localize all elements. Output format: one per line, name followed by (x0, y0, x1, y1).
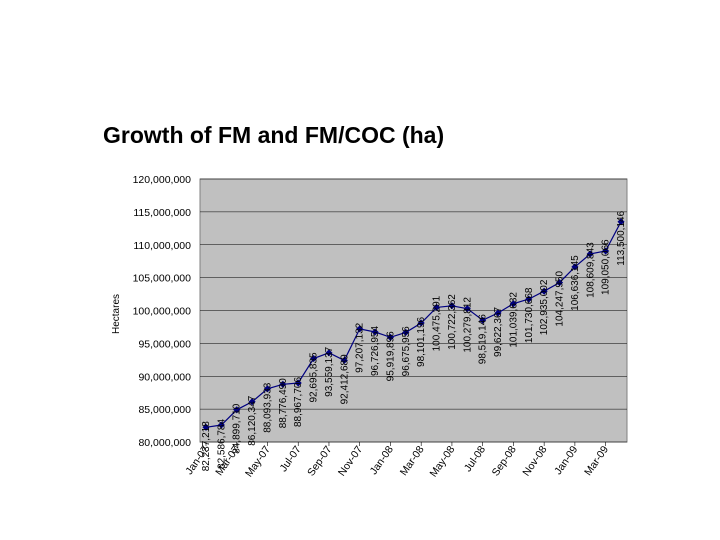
y-tick-label: 105,000,000 (133, 273, 192, 285)
data-point (202, 423, 210, 431)
y-tick-label: 90,000,000 (138, 371, 191, 383)
y-axis-label: Hectares (111, 294, 122, 334)
data-label: 98,519,146 (478, 314, 489, 364)
data-label: 100,722,362 (447, 294, 458, 350)
data-point (217, 421, 225, 429)
data-label: 96,675,956 (401, 326, 412, 376)
data-point (294, 379, 302, 387)
data-label: 108,609,843 (585, 242, 596, 298)
data-label: 88,776,490 (278, 378, 289, 428)
data-point (417, 319, 425, 327)
data-label: 92,695,835 (309, 352, 320, 402)
data-point (340, 356, 348, 364)
x-tick-label: Mar-09 (582, 444, 611, 478)
y-tick-label: 80,000,000 (138, 437, 191, 449)
data-point (463, 305, 471, 313)
data-label: 101,730,668 (524, 287, 535, 343)
x-tick-label: Nov-08 (520, 444, 549, 479)
y-tick-label: 85,000,000 (138, 404, 191, 416)
data-label: 101,039,632 (508, 292, 519, 348)
data-point (263, 385, 272, 393)
y-tick-label: 110,000,000 (133, 240, 191, 252)
y-axis-ticks: 80,000,000 85,000,000 90,000,000 95,000,000… (133, 174, 192, 449)
data-points (202, 218, 625, 431)
x-axis-ticks: Jan-07 Mar-07 May-07 Jul-07 Sep-07 Nov-07 Jan-… (183, 442, 611, 479)
data-point (356, 325, 364, 333)
data-label: 93,559,137 (324, 346, 335, 396)
data-point (555, 279, 564, 287)
data-label: 106,636,145 (570, 255, 581, 311)
data-label: 100,475,291 (432, 295, 443, 351)
data-point (525, 295, 533, 303)
data-label: 82,586,784 (216, 419, 227, 469)
data-label: 99,622,367 (493, 306, 504, 356)
data-point (279, 380, 287, 388)
data-labels: 82,237,218 82,586,784 84,899,710 86,120,347… (201, 210, 627, 471)
slide-title: Growth of FM and FM/COC (ha) (103, 122, 445, 148)
data-label: 104,247,950 (555, 271, 566, 327)
x-tick-label: Sep-08 (490, 444, 519, 479)
x-tick-label: Mar-08 (398, 444, 427, 478)
data-point (325, 349, 333, 357)
data-point (433, 303, 441, 311)
data-label: 86,120,347 (247, 395, 258, 445)
x-tick-label: Jul-08 (462, 444, 488, 474)
data-point (617, 218, 625, 226)
data-point (509, 300, 517, 308)
data-point (602, 247, 610, 255)
data-label: 96,726,954 (370, 326, 381, 376)
data-label: 82,237,218 (201, 421, 212, 471)
data-label: 88,093,933 (262, 382, 273, 432)
data-point (586, 250, 594, 258)
data-point (402, 328, 410, 336)
y-tick-label: 120,000,000 (133, 174, 192, 186)
data-point (386, 333, 394, 341)
gridlines (200, 178, 627, 443)
data-label: 84,899,710 (232, 403, 243, 453)
series-line (205, 221, 622, 428)
data-point (248, 398, 256, 406)
data-label: 98,101,196 (416, 316, 427, 366)
data-point (448, 302, 456, 310)
data-label: 88,967,706 (293, 377, 304, 427)
x-tick-label: May-07 (243, 444, 273, 480)
data-label: 97,207,132 (355, 322, 366, 372)
data-label: 109,050,066 (601, 239, 612, 295)
data-point (479, 316, 487, 324)
data-point (540, 287, 548, 295)
data-point (310, 354, 318, 363)
x-tick-label: Jan-08 (368, 444, 396, 477)
x-tick-label: Jul-07 (277, 444, 303, 474)
data-label: 95,919,896 (385, 331, 396, 381)
y-tick-label: 100,000,000 (133, 306, 192, 318)
x-tick-label: May-08 (427, 444, 457, 480)
y-tick-label: 115,000,000 (133, 207, 191, 219)
x-tick-label: Jan-09 (552, 444, 580, 477)
data-label: 113,500,146 (616, 210, 627, 265)
data-point (371, 328, 379, 336)
data-point (494, 309, 502, 317)
x-tick-label: Sep-07 (305, 444, 334, 479)
data-label: 92,412,689 (339, 354, 350, 404)
data-label: 100,279,812 (462, 297, 473, 353)
x-tick-label: Nov-07 (336, 444, 365, 479)
data-label: 102,935,002 (539, 279, 550, 335)
data-point (233, 406, 241, 414)
data-point (571, 263, 579, 271)
y-tick-label: 95,000,000 (138, 338, 191, 350)
